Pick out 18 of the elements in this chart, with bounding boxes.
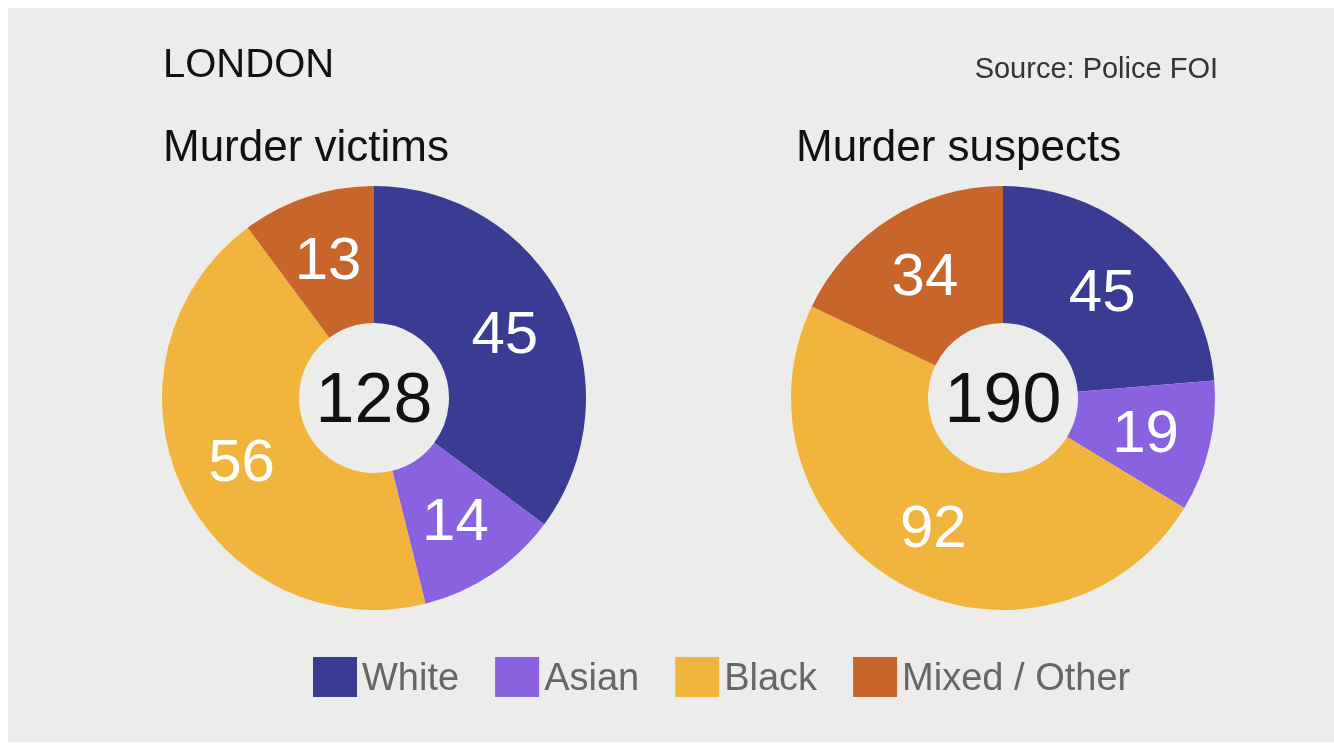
- legend-label: Mixed / Other: [902, 656, 1131, 698]
- data-label: 45: [1068, 256, 1136, 324]
- data-label: 92: [899, 493, 967, 561]
- text: 128: [315, 359, 433, 437]
- chart-title: LONDON: [163, 41, 335, 85]
- data-label: 14: [422, 486, 489, 554]
- text: 190: [944, 359, 1062, 437]
- data-label: 19: [1112, 398, 1179, 466]
- data-label: 13: [294, 225, 362, 293]
- slice-label: Murder victims: [163, 120, 450, 170]
- legend-label: Asian: [544, 656, 640, 698]
- legend-label: White: [362, 656, 460, 698]
- legend-label: Black: [724, 656, 819, 698]
- data-label: 56: [208, 427, 275, 495]
- data-label: 34: [891, 240, 959, 308]
- slice-label: Murder suspects: [796, 120, 1122, 170]
- data-label: 45: [471, 298, 539, 366]
- source-note: Source: Police FOI: [974, 51, 1218, 84]
